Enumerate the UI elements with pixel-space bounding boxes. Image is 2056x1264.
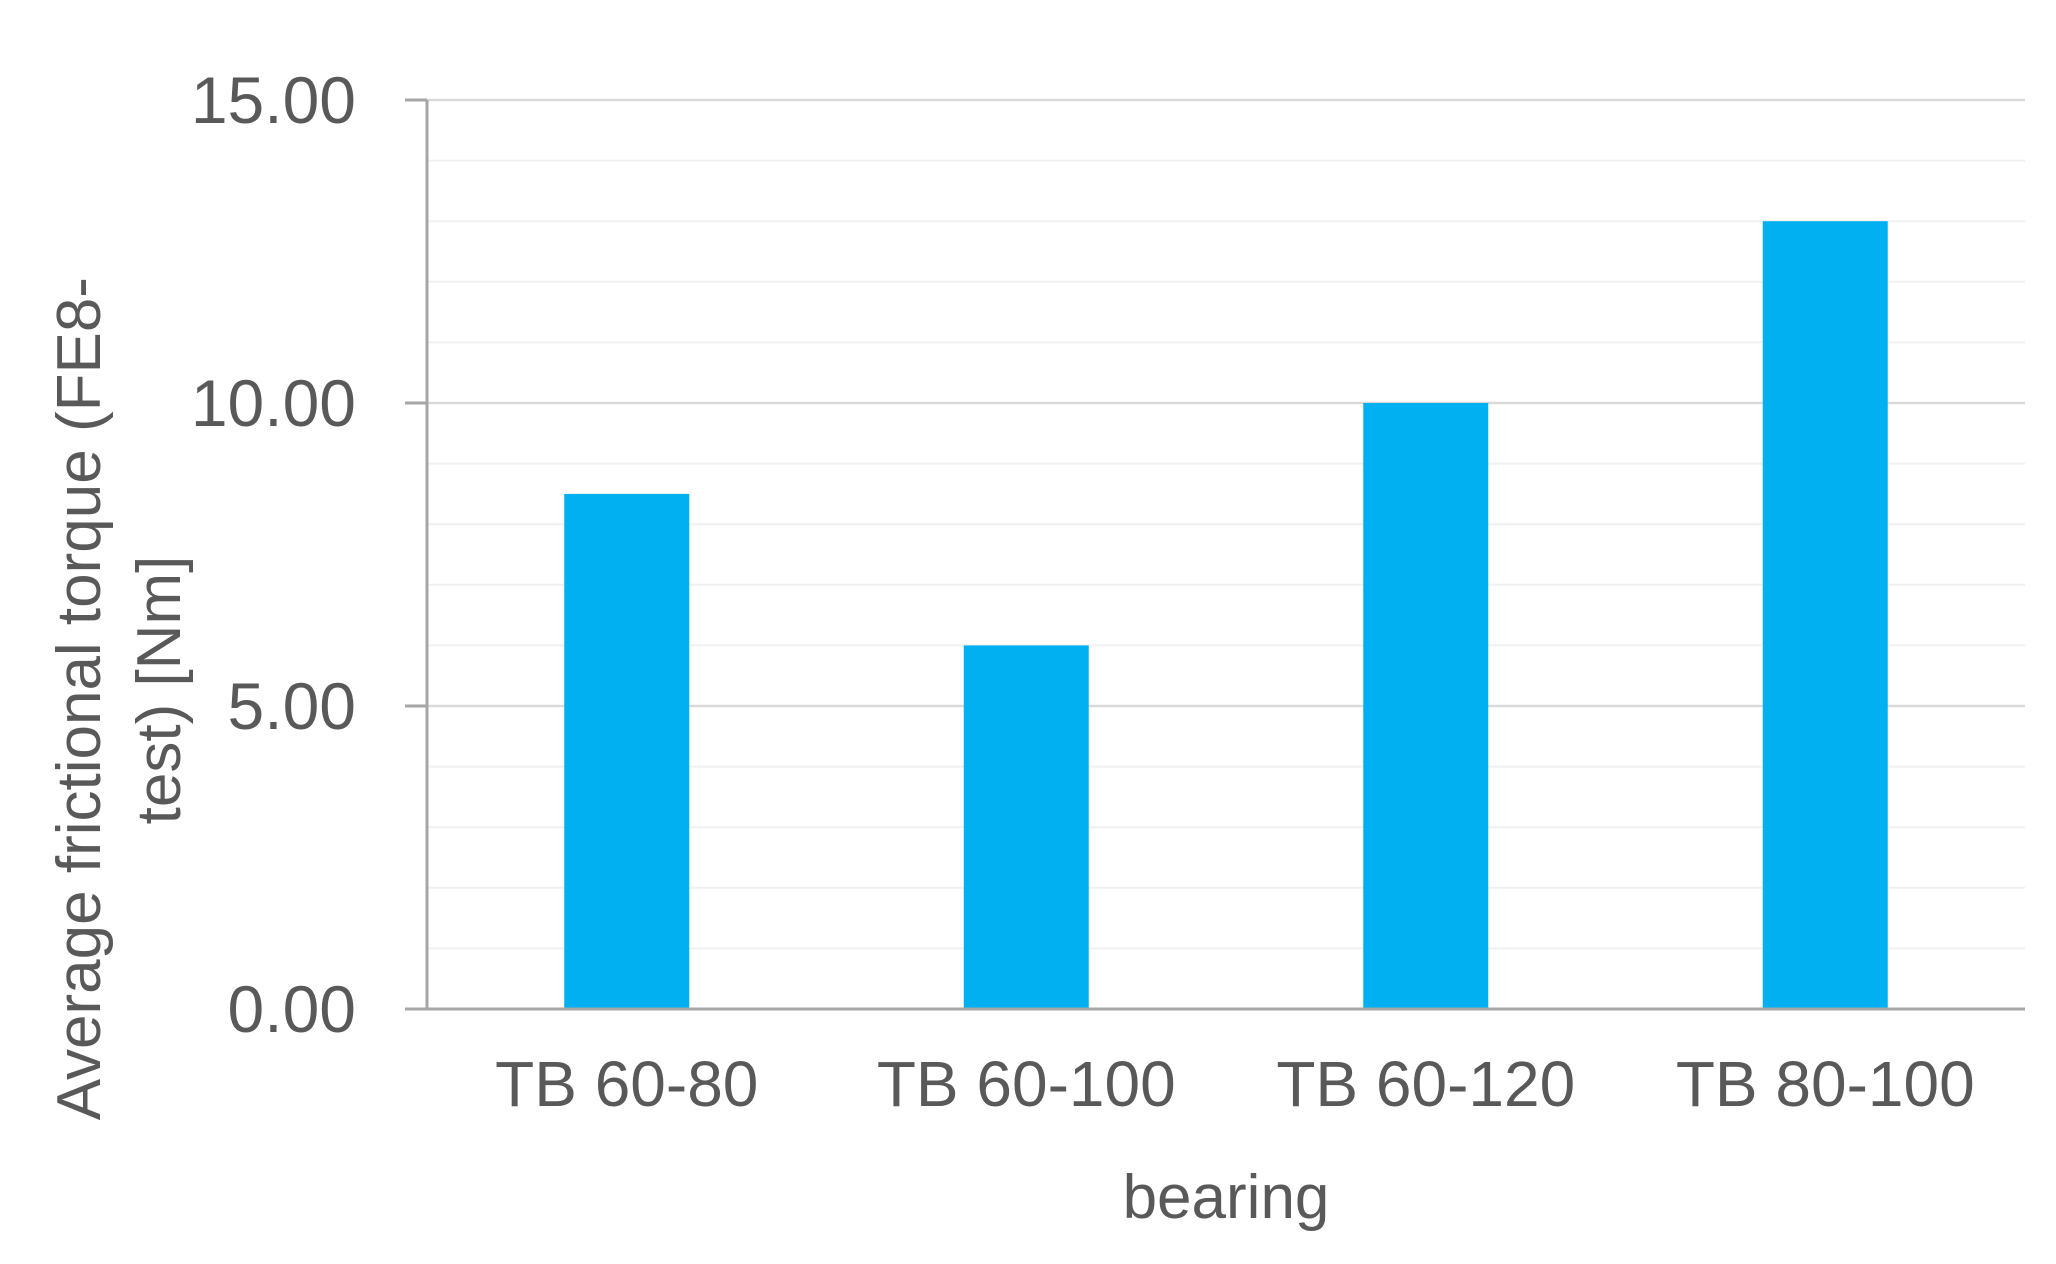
x-category-labels: TB 60-80 TB 60-100 TB 60-120 TB 80-100 xyxy=(495,1048,1975,1120)
bars xyxy=(564,221,1888,1009)
x-axis-title: bearing xyxy=(1123,1163,1330,1232)
bar xyxy=(963,645,1089,1009)
bar xyxy=(1762,221,1888,1009)
y-axis-title-line-2: test) [Nm] xyxy=(125,556,194,825)
y-tick-label: 5.00 xyxy=(228,669,356,743)
y-tick-label: 10.00 xyxy=(191,366,356,440)
axes xyxy=(405,98,2025,1011)
x-category-label: TB 60-120 xyxy=(1276,1048,1575,1120)
y-axis-title-line-1: Average frictional torque (FE8- xyxy=(45,277,114,1120)
y-axis-title: Average frictional torque (FE8- test) [N… xyxy=(45,260,194,1120)
x-category-label: TB 60-80 xyxy=(495,1048,758,1120)
grid-lines xyxy=(427,98,2025,950)
y-tick-label: 15.00 xyxy=(191,63,356,137)
bar xyxy=(564,493,690,1009)
bar xyxy=(1363,403,1489,1009)
y-tick-labels: 0.00 5.00 10.00 15.00 xyxy=(191,63,356,1046)
y-tick-label: 0.00 xyxy=(228,972,356,1046)
x-category-label: TB 80-100 xyxy=(1676,1048,1975,1120)
x-category-label: TB 60-100 xyxy=(877,1048,1176,1120)
